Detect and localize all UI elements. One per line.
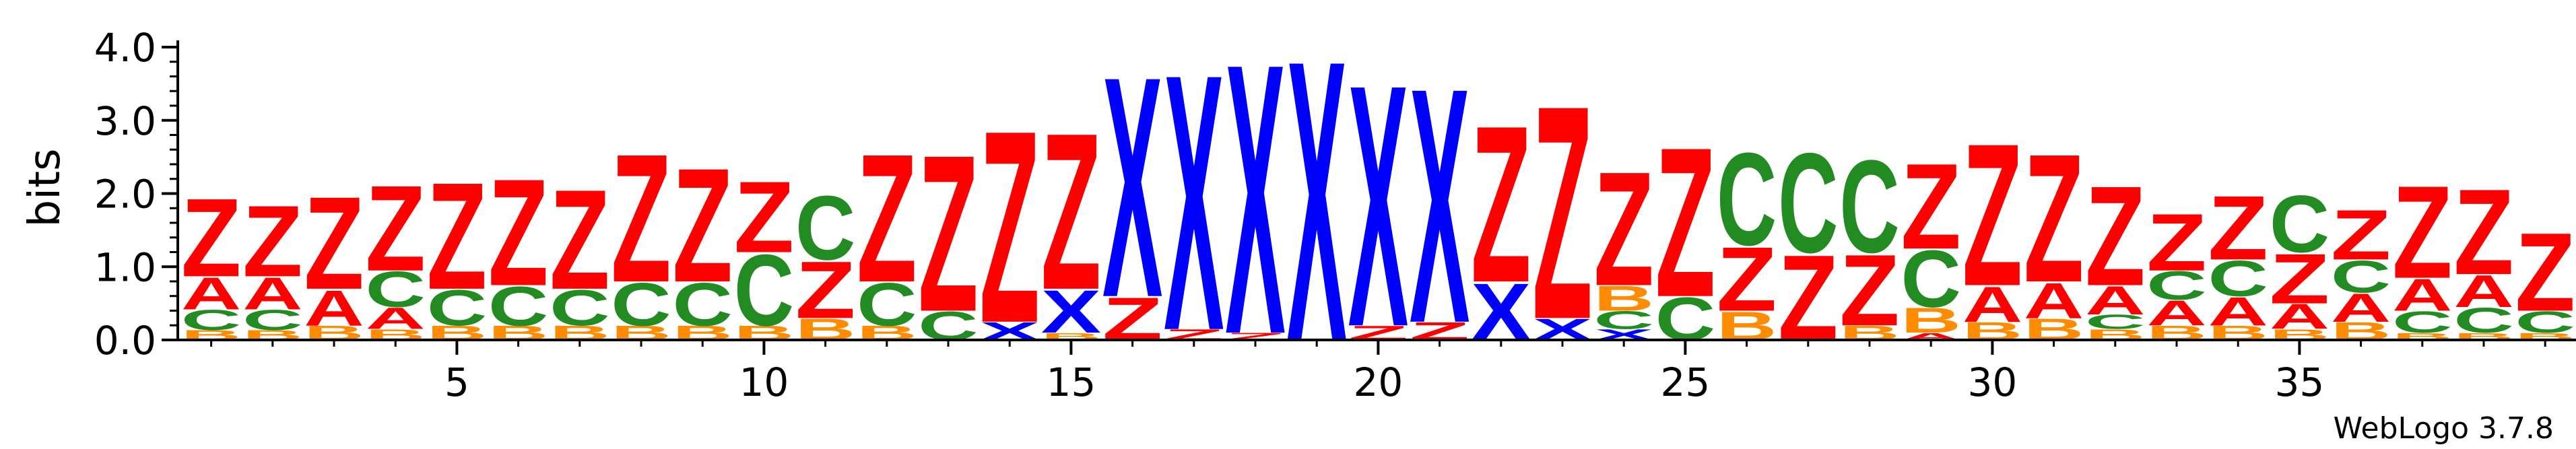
logo-letter-a: A (2024, 272, 2084, 329)
logo-letter-z: Z (2085, 156, 2145, 316)
x-tick-label: 20 (1353, 359, 1403, 405)
logo-letter-x: X (1410, 19, 1470, 393)
logo-letter-b: B (1901, 301, 1961, 341)
logo-letter-a: A (304, 279, 364, 337)
logo-letter-c: C (857, 270, 917, 338)
logo-letter-z: Z (2146, 198, 2206, 288)
logo-letter-z: Z (1594, 139, 1654, 320)
weblogo-credit: WebLogo 3.7.8 (2334, 411, 2554, 446)
logo-letter-z: Z (2392, 158, 2452, 306)
logo-letter-z: Z (1717, 228, 1777, 330)
logo-letter-c: C (1839, 132, 1899, 280)
y-tick-label: 2.0 (94, 172, 156, 217)
logo-letter-c: C (2208, 250, 2268, 307)
logo-letter-z: Z (550, 160, 609, 319)
logo-letter-z: Z (918, 110, 978, 359)
logo-letter-z: Z (366, 160, 426, 296)
y-tick-label: 0.0 (94, 318, 156, 364)
logo-letter-x: X (1041, 278, 1101, 346)
logo-letter-z: Z (181, 176, 241, 301)
logo-letter-z: Z (242, 184, 302, 298)
y-tick-label: 1.0 (94, 244, 156, 290)
axes: 0.0 1.0 2.0 3.0 4.0 5 10 15 20 25 30 35 (94, 25, 2576, 405)
logo-letter-c: C (673, 270, 733, 338)
logo-letter-z: Z (488, 147, 548, 318)
logo-letter-x: X (1348, 12, 1409, 399)
x-tick-label: 30 (1967, 359, 2017, 405)
logo-letter-c: C (2085, 311, 2145, 334)
logo-letter-x: X (1102, 11, 1163, 363)
logo-letter-a: A (2453, 266, 2513, 317)
logo-letter-c: C (427, 279, 487, 337)
logo-letter-x: X (1225, 0, 1286, 415)
x-tick-label: 35 (2274, 359, 2324, 405)
logo-letter-a: A (1962, 275, 2022, 333)
logo-letter-b: B (1594, 279, 1654, 318)
logo-letter-z: Z (1839, 233, 1899, 347)
logo-letter-z: Z (2208, 176, 2268, 279)
logo-letter-z: Z (1532, 42, 1592, 383)
logo-letter-c: C (734, 234, 794, 347)
logo-letter-a: A (2331, 285, 2391, 331)
logo-letter-a: A (2270, 297, 2330, 337)
logo-letter-z: Z (980, 73, 1040, 380)
logo-letter-c: C (2146, 263, 2206, 309)
logo-letter-z: Z (2270, 239, 2330, 318)
logo-letter-c: C (366, 261, 426, 318)
x-tick-label: 25 (1660, 359, 1710, 405)
logo-letter-z: Z (1901, 138, 1961, 274)
logo-letter-z: Z (1962, 102, 2022, 329)
logo-letter-c: C (1901, 233, 1960, 324)
logo-letter-z: Z (1471, 80, 1531, 329)
logo-letter-z: Z (2024, 116, 2084, 321)
logo-letter-c: C (1778, 123, 1838, 283)
y-tick-label: 4.0 (94, 25, 156, 71)
logo-letter-z: Z (2453, 164, 2513, 300)
logo-letter-z: Z (795, 245, 855, 335)
logo-letter-z: Z (427, 151, 487, 322)
logo-letter-c: C (795, 176, 855, 279)
y-tick-label: 3.0 (94, 98, 156, 144)
logo-letter-a: A (366, 302, 426, 336)
logo-letter-z: Z (673, 135, 733, 316)
logo-letter-z: Z (734, 160, 794, 274)
logo-letter-x: X (1287, 0, 1348, 425)
x-tick-label: 15 (1046, 359, 1096, 405)
logo-letter-a: A (2208, 289, 2268, 335)
logo-letter-z: Z (1655, 103, 1715, 341)
logo-letter-c: C (1717, 125, 1777, 273)
logo-letter-c: C (2331, 252, 2391, 303)
logo-letter-c: C (2270, 178, 2330, 269)
y-axis-label: bits (20, 149, 70, 228)
logo-letter-c: C (2515, 305, 2575, 339)
logo-letter-z: Z (1041, 88, 1101, 337)
logo-letter-z: Z (857, 116, 917, 321)
logo-letter-c: C (181, 304, 241, 336)
logo-letter-z: Z (2515, 210, 2575, 335)
logo-letter-a: A (181, 269, 241, 320)
logo-letter-z: Z (304, 169, 364, 317)
logo-letter-a: A (2392, 270, 2452, 321)
logo-letter-c: C (1593, 306, 1653, 335)
logo-letter-a: A (2085, 277, 2145, 323)
logo-letter-c: C (488, 275, 548, 337)
logo-letter-c: C (611, 270, 671, 338)
logo-glyphs: BCAZBCAZBAZBACZBCZBCZBCZBCZBCZBCZBZCBCZC… (181, 0, 2575, 425)
logo-letter-a: A (2146, 293, 2206, 333)
x-tick-label: 5 (444, 359, 469, 405)
logo-letter-c: C (2392, 305, 2452, 339)
logo-letter-c: C (2453, 301, 2513, 341)
logo-letter-z: Z (2331, 195, 2391, 275)
logo-letter-a: A (242, 269, 302, 320)
logo-letter-c: C (550, 279, 609, 337)
logo-letter-z: Z (611, 116, 671, 321)
x-tick-label: 10 (739, 359, 789, 405)
logo-letter-c: C (242, 304, 302, 336)
